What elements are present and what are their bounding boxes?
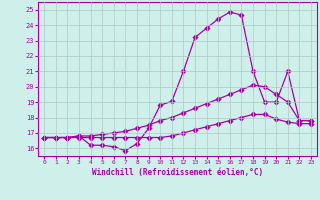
X-axis label: Windchill (Refroidissement éolien,°C): Windchill (Refroidissement éolien,°C) [92, 168, 263, 177]
